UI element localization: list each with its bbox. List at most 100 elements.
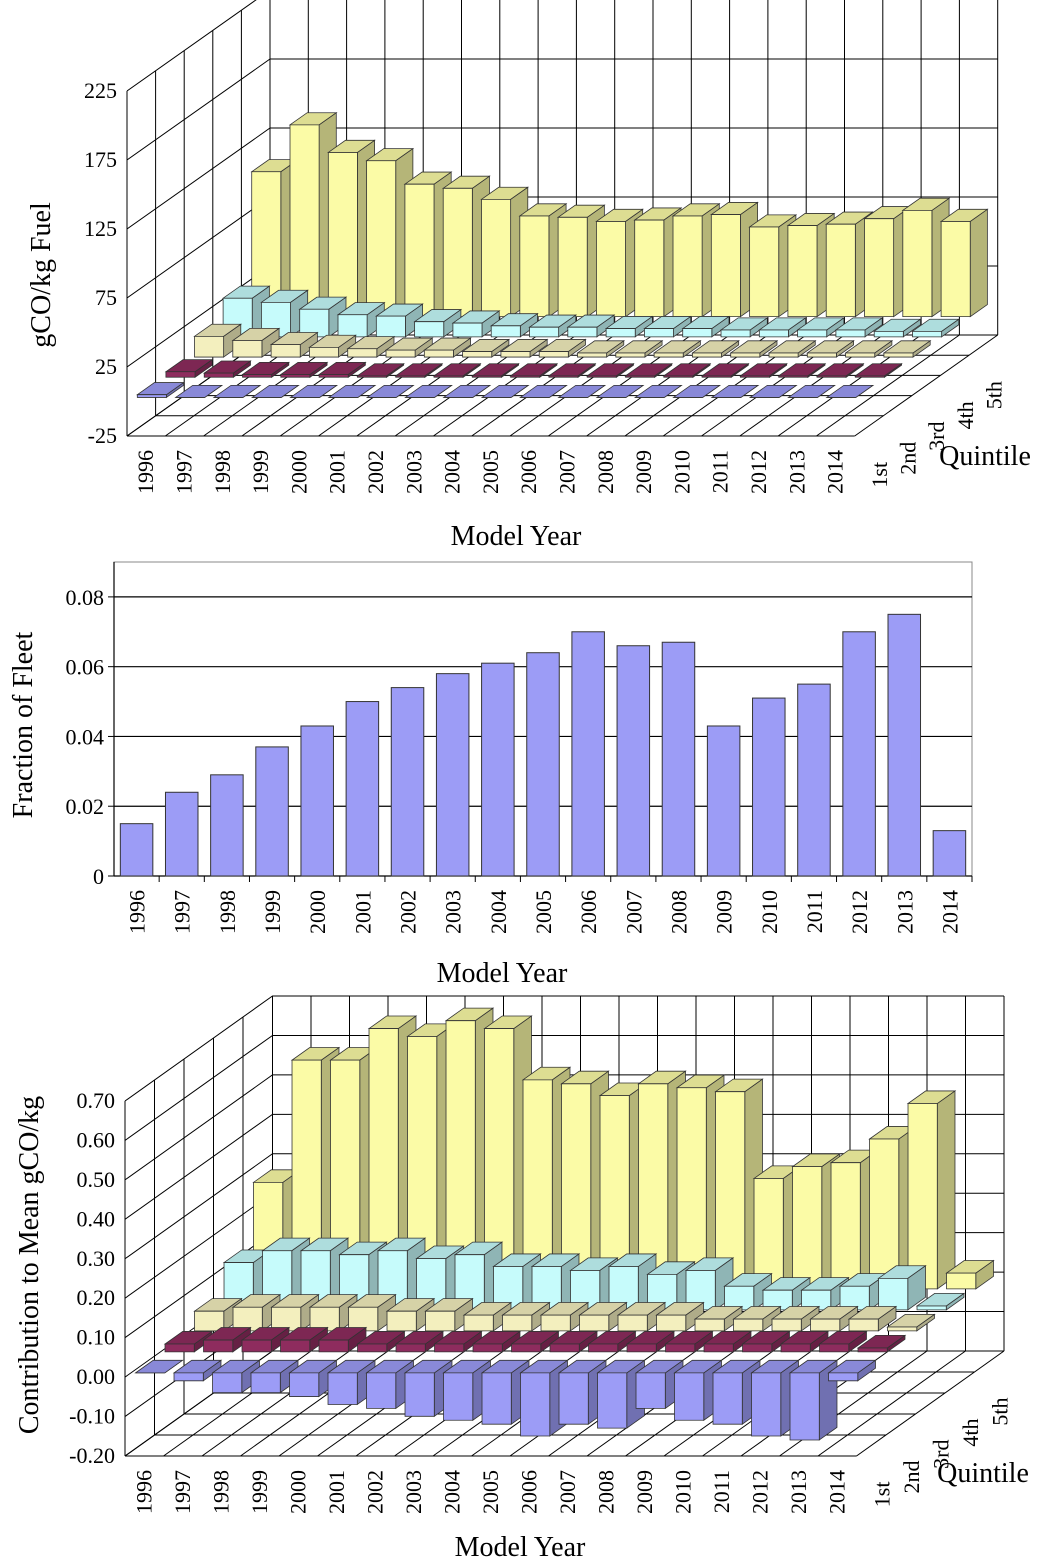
- bar-2009: [706, 725, 741, 877]
- bar-front: [433, 375, 464, 378]
- bar-front: [653, 352, 684, 358]
- bar-front: [270, 344, 301, 358]
- bar-front: [596, 221, 626, 318]
- bar-3rd-2008: [652, 340, 702, 358]
- bar-2nd-2014: [854, 362, 903, 379]
- bar-front: [916, 1305, 947, 1311]
- bar-front: [751, 1372, 782, 1437]
- y-tick-label: 0: [93, 864, 104, 889]
- bar-front: [404, 183, 435, 318]
- quintile-tick-label: 3rd: [928, 1440, 953, 1469]
- quintile-tick-label: 4th: [958, 1419, 983, 1447]
- bar-front: [742, 1343, 773, 1353]
- bar-front: [289, 1372, 320, 1397]
- bar-1st-1996: [134, 1359, 184, 1374]
- bar-front: [502, 1314, 533, 1332]
- bar-2nd-2008: [625, 1330, 676, 1353]
- bar-front: [434, 1343, 465, 1353]
- bar-front: [663, 375, 694, 378]
- bar-front: [318, 374, 349, 378]
- bar-2005: [526, 652, 560, 877]
- bar-3rd-1997: [231, 327, 281, 358]
- bar-2nd-2007: [585, 362, 635, 379]
- bar-3rd-2014: [882, 340, 932, 358]
- bar-3rd-2012: [806, 340, 855, 358]
- bar-front: [768, 352, 799, 358]
- bar-front: [644, 328, 674, 338]
- bar-front: [241, 1339, 272, 1353]
- bar-4th-2009: [723, 1272, 773, 1311]
- bar-4th-2012: [834, 317, 884, 338]
- bar-front: [481, 198, 512, 318]
- bar-front: [617, 1314, 648, 1332]
- bar-front: [481, 1372, 512, 1425]
- bar-front: [605, 328, 636, 338]
- bar-4th-2004: [528, 314, 578, 338]
- bar-front: [810, 1318, 841, 1332]
- chart-gco-per-kg-fuel: -25 25 75 125 175 225 1996 1997 1998 1999 2000 200…: [26, 0, 1031, 552]
- y-tick-label: 0.10: [77, 1325, 116, 1350]
- bar-2002: [390, 687, 425, 877]
- bar-2nd-2006: [548, 1330, 599, 1353]
- bar-2nd-2002: [394, 362, 444, 379]
- x-tick-label: 1996: [131, 1470, 156, 1514]
- x-tick-label: 1999: [260, 890, 285, 934]
- x-tick-label: 2012: [747, 1470, 772, 1514]
- bar-side: [936, 1090, 956, 1290]
- bar-3rd-1999: [308, 334, 357, 358]
- bar-front: [586, 375, 617, 378]
- bar-front: [634, 219, 665, 318]
- bar-1997: [164, 791, 199, 877]
- bar-2nd-2005: [509, 362, 559, 379]
- bar-2nd-2012: [777, 362, 827, 379]
- x-tick-label: 2002: [362, 1470, 387, 1514]
- bar-front: [907, 1103, 938, 1290]
- bar-1st-1998: [212, 384, 262, 398]
- quintile-tick-label: 2nd: [899, 1461, 924, 1494]
- bar-front: [685, 1270, 716, 1311]
- bar-2nd-2004: [471, 362, 520, 379]
- bar-2nd-1996: [164, 358, 214, 379]
- bar-3rd-2002: [424, 1297, 474, 1332]
- bar-front: [173, 1372, 204, 1382]
- bar-front: [887, 1326, 918, 1332]
- x-tick-label: 2010: [670, 1470, 695, 1514]
- bar-3rd-2004: [499, 338, 549, 358]
- bar-front: [395, 1343, 426, 1353]
- bar-front: [597, 1372, 628, 1429]
- bar-front: [357, 375, 387, 378]
- bar-front: [873, 330, 904, 338]
- bar-2nd-2000: [317, 1326, 368, 1353]
- bar-4th-2010: [758, 317, 807, 338]
- bar-front: [452, 322, 483, 338]
- bar-front: [404, 1372, 435, 1417]
- x-tick-label: 2004: [440, 450, 465, 494]
- bar-3rd-2014: [886, 1313, 936, 1332]
- x-tick-label: 2008: [593, 450, 618, 494]
- bar-front: [165, 371, 196, 378]
- x-tick-label: 2001: [324, 1470, 349, 1514]
- x-tick-label: 2013: [892, 890, 917, 934]
- bar-1st-1996: [136, 381, 185, 399]
- y-tick-label: -25: [88, 423, 117, 448]
- bar-front: [830, 1162, 861, 1290]
- y-axis-label: Fraction of Fleet: [8, 631, 39, 818]
- bar-front: [703, 1343, 734, 1353]
- bar-front: [164, 1343, 195, 1353]
- bar-3rd-2004: [501, 1301, 551, 1332]
- x-tick-label: 1997: [170, 1470, 195, 1514]
- x-tick-label: 1996: [133, 450, 158, 494]
- bar-3rd-1998: [270, 1293, 320, 1332]
- bar-4th-2008: [681, 315, 731, 338]
- bar-5th-2013: [906, 1090, 957, 1290]
- bar-front: [828, 1372, 859, 1382]
- bar-front: [425, 1310, 456, 1332]
- bar-front: [740, 375, 770, 378]
- bar-front: [557, 216, 588, 318]
- x-tick-label: 2003: [401, 1470, 426, 1514]
- bar-front: [730, 352, 761, 358]
- x-tick-label: 2000: [286, 450, 311, 494]
- bar-front: [519, 215, 550, 318]
- bar-front: [771, 1318, 802, 1332]
